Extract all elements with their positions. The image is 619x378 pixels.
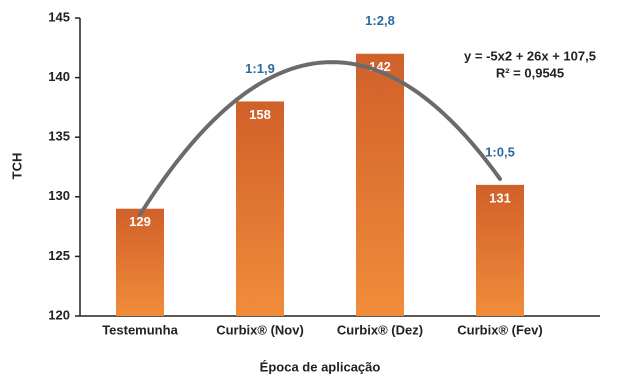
x-tick-label: Curbix® (Dez) [337,322,423,337]
trend-r2: R² = 0,9545 [496,65,564,80]
bar [356,53,404,316]
y-tick-label: 125 [48,248,70,263]
trend-curve [138,60,502,217]
y-axis-title: TCH [9,153,24,180]
bar [236,101,284,316]
bar-label: 158 [249,107,271,122]
ratio-label: 1:2,8 [365,13,395,28]
bar-label: 131 [489,190,511,205]
ratio-label: 1:1,9 [245,61,275,76]
x-tick-label: Curbix® (Fev) [457,322,542,337]
y-tick-label: 135 [48,129,70,144]
x-tick-label: Testemunha [102,322,178,337]
x-tick-label: Curbix® (Nov) [216,322,304,337]
bar [476,184,524,316]
trend-equation: y = -5x2 + 26x + 107,5 [464,48,596,63]
y-tick-label: 120 [48,307,70,322]
x-axis-title: Época de aplicação [260,359,381,374]
ratio-label: 1:0,5 [485,144,515,159]
bar [116,208,164,316]
bar-label: 129 [129,214,151,229]
y-tick-label: 140 [48,69,70,84]
y-tick-label: 145 [48,9,70,24]
y-tick-label: 130 [48,188,70,203]
